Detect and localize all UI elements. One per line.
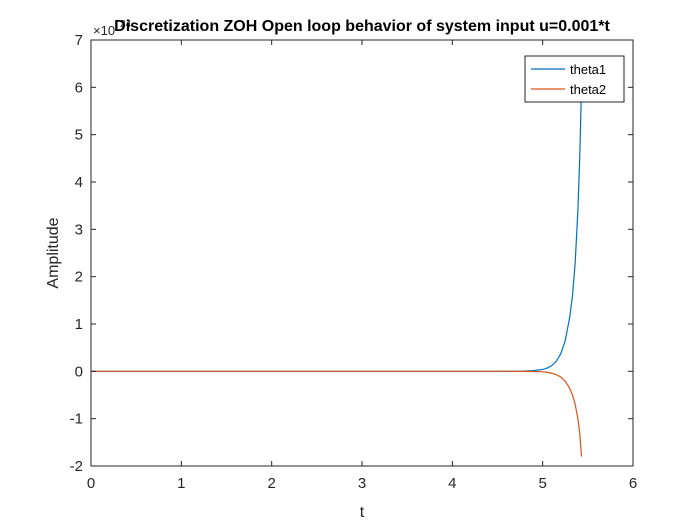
chart-title: Discretization ZOH Open loop behavior of… xyxy=(114,18,610,35)
legend-box xyxy=(524,55,625,103)
y-tick-label: 0 xyxy=(75,363,83,380)
x-axis-label: t xyxy=(360,504,365,521)
y-axis-label: Amplitude xyxy=(45,217,62,288)
x-tick-label: 0 xyxy=(87,475,95,492)
legend: theta1 theta2 xyxy=(524,55,625,103)
y-tick-label: -2 xyxy=(70,458,83,475)
y-tick-label: 2 xyxy=(75,269,83,286)
legend-label-theta2: theta2 xyxy=(570,82,606,97)
x-tick-label: 4 xyxy=(448,475,456,492)
series-line-theta2 xyxy=(91,370,583,457)
y-tick-label: 3 xyxy=(75,221,83,238)
y-tick-label: 6 xyxy=(75,79,83,96)
x-tick-label: 2 xyxy=(267,475,275,492)
y-tick-label: 4 xyxy=(75,174,83,191)
y-tick-label: 7 xyxy=(75,32,83,49)
x-tick-label: 5 xyxy=(538,475,546,492)
y-tick-label: 5 xyxy=(75,127,83,144)
y-tick-label: -1 xyxy=(70,411,83,428)
ticks-layer: 0 1 2 3 4 5 6 -2 -1 0 1 2 3 4 5 6 7 xyxy=(70,32,638,492)
plot-area xyxy=(90,39,634,467)
series-layer xyxy=(91,87,583,457)
y-exponent-base: ×10 xyxy=(93,23,115,38)
y-tick-label: 1 xyxy=(75,316,83,333)
axes-box xyxy=(90,39,634,467)
x-tick-label: 3 xyxy=(358,475,366,492)
x-tick-label: 6 xyxy=(629,475,637,492)
legend-label-theta1: theta1 xyxy=(570,62,606,77)
y-exponent-power: 24 xyxy=(120,19,132,30)
x-tick-label: 1 xyxy=(177,475,185,492)
